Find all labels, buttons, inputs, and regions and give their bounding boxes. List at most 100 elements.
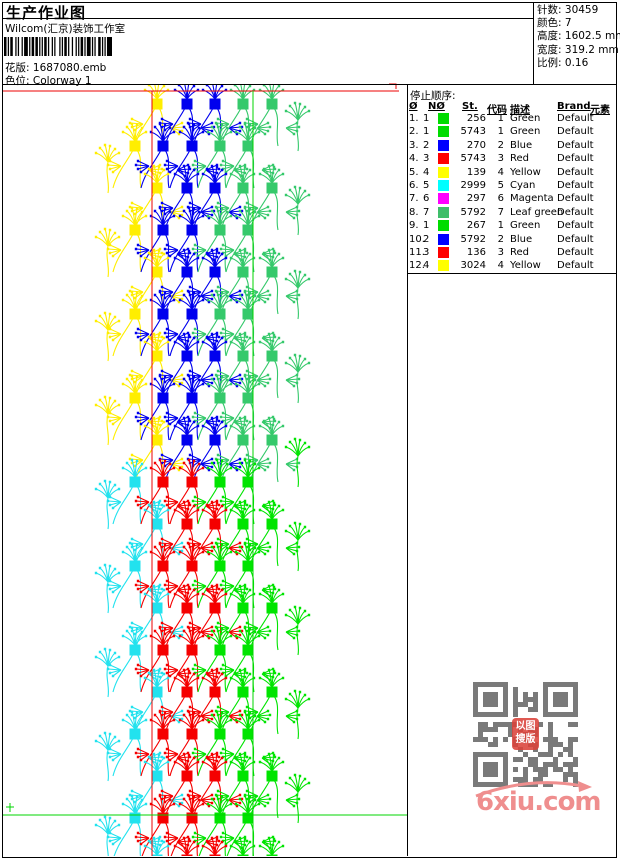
thread-color-chip — [438, 260, 449, 272]
row-stitches: 2999 — [460, 180, 486, 191]
row-code: 2 — [497, 139, 504, 151]
row-brand: Default — [557, 139, 594, 151]
row-needle: 1 — [423, 113, 430, 124]
row-needle: 5 — [423, 180, 430, 191]
row-index: 1. — [409, 113, 419, 124]
row-code: 3 — [497, 153, 504, 165]
stop-sequence-row: 6. 5 2999 5 Cyan Default — [407, 179, 618, 192]
row-stitches: 267 — [466, 220, 486, 232]
pattern-line: 花版: 1687080.emb — [5, 60, 106, 75]
row-index: 10. — [409, 233, 425, 245]
row-description: Magenta — [510, 193, 554, 205]
row-description: Green — [510, 220, 541, 232]
row-index: 8. — [409, 206, 419, 218]
row-needle: 3 — [423, 153, 430, 165]
thread-color-chip — [438, 233, 449, 245]
row-stitches: 5792 — [460, 233, 486, 245]
stop-sequence-row: 4. 3 5743 3 Red Default — [407, 152, 618, 165]
stat-colors: 颜色: 7 — [537, 17, 572, 30]
row-brand: Default — [557, 233, 594, 245]
row-needle: 3 — [423, 247, 430, 258]
thread-color-chip — [438, 193, 449, 205]
row-code: 6 — [497, 193, 504, 205]
stat-width: 宽度: 319.2 mm — [537, 43, 619, 56]
col-header-desc: 描述 — [510, 105, 530, 116]
divider-panel — [407, 84, 408, 856]
stat-height: 高度: 1602.5 mm — [537, 30, 620, 43]
row-brand: Default — [557, 153, 594, 165]
stop-sequence-row: 9. 1 267 1 Green Default — [407, 219, 618, 232]
row-code: 3 — [497, 247, 504, 258]
row-brand: Default — [557, 260, 594, 272]
row-code: 4 — [497, 166, 504, 178]
row-description: Red — [510, 153, 529, 165]
stat-stitches: 针数: 30459 — [537, 4, 599, 16]
row-code: 4 — [497, 260, 504, 272]
thread-color-chip — [438, 206, 449, 218]
row-brand: Default — [557, 180, 594, 191]
thread-color-chip — [438, 247, 449, 258]
row-code: 1 — [497, 126, 504, 138]
swoosh-icon — [475, 781, 592, 798]
row-code: 1 — [497, 220, 504, 232]
thread-color-chip — [438, 180, 449, 191]
row-brand: Default — [557, 113, 594, 124]
row-code: 5 — [497, 180, 504, 191]
row-index: 9. — [409, 220, 419, 232]
row-stitches: 136 — [466, 247, 486, 258]
stop-sequence-row: 7. 6 297 6 Magenta Default — [407, 192, 618, 205]
row-index: 11. — [409, 247, 425, 258]
pattern-label: 花版: — [5, 62, 30, 74]
thread-color-chip — [438, 139, 449, 151]
row-brand: Default — [557, 247, 594, 258]
row-code: 7 — [497, 206, 504, 218]
row-description: Cyan — [510, 180, 536, 191]
col-header-index: Ø — [409, 101, 418, 112]
stop-sequence-row: 3. 2 270 2 Blue Default — [407, 139, 618, 152]
divider-header — [2, 84, 616, 85]
row-code: 2 — [497, 233, 504, 245]
colorway-line: 色位: Colorway 1 — [5, 73, 92, 88]
divider-title — [2, 18, 533, 19]
row-description: Yellow — [510, 260, 541, 272]
row-needle: 2 — [423, 139, 430, 151]
thread-color-chip — [438, 126, 449, 138]
thread-color-chip — [438, 153, 449, 165]
stats-panel: 针数: 30459 颜色: 7 高度: 1602.5 mm 宽度: 319.2 … — [537, 4, 620, 70]
site-watermark: 6xiu.com — [476, 787, 602, 817]
row-brand: Default — [557, 220, 594, 232]
row-index: 12. — [409, 260, 425, 272]
row-needle: 2 — [423, 233, 430, 245]
row-description: Blue — [510, 139, 533, 151]
stat-scale: 比例: 0.16 — [537, 56, 589, 69]
row-stitches: 297 — [466, 193, 486, 205]
row-stitches: 3024 — [460, 260, 486, 272]
row-needle: 1 — [423, 126, 430, 138]
stop-sequence-row: 10. 2 5792 2 Blue Default — [407, 233, 618, 246]
row-index: 7. — [409, 193, 419, 205]
row-description: Leaf green — [510, 206, 564, 218]
col-header-element: 元素 — [590, 105, 610, 116]
row-brand: Default — [557, 206, 594, 218]
stop-sequence-row: 12. 4 3024 4 Yellow Default — [407, 259, 618, 272]
row-stitches: 256 — [466, 113, 486, 124]
row-needle: 1 — [423, 220, 430, 232]
row-index: 6. — [409, 180, 419, 191]
row-brand: Default — [557, 166, 594, 178]
divider-stats — [533, 2, 534, 84]
row-description: Red — [510, 247, 529, 258]
row-index: 3. — [409, 139, 419, 151]
barcode — [4, 37, 112, 56]
thread-color-chip — [438, 166, 449, 178]
col-header-needle: NØ — [428, 101, 445, 112]
colorway-label: 色位: — [5, 75, 30, 87]
row-code: 1 — [497, 113, 504, 124]
stop-sequence-row: 5. 4 139 4 Yellow Default — [407, 166, 618, 179]
col-header-code: 代码 — [487, 105, 507, 116]
row-brand: Default — [557, 193, 594, 205]
row-index: 4. — [409, 153, 419, 165]
page-title: 生产作业图 — [6, 4, 87, 22]
stop-sequence-row: 1. 1 256 1 Green Default — [407, 112, 618, 125]
